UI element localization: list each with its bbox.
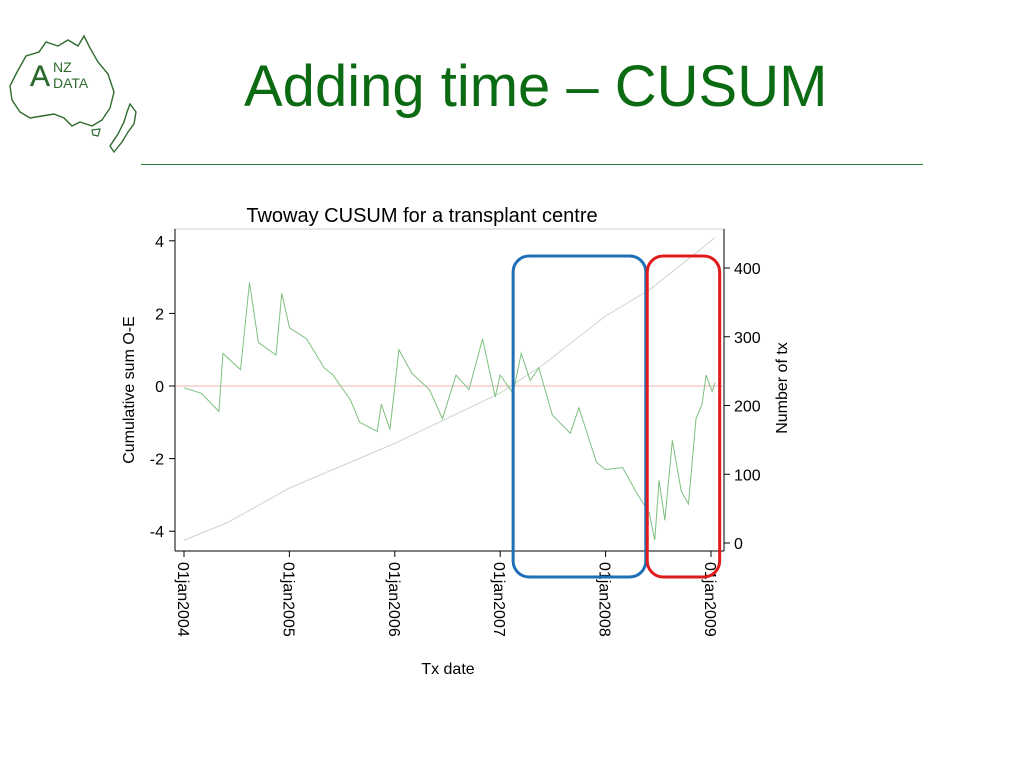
tasmania-outline	[91, 128, 101, 137]
slide-title: Adding time – CUSUM	[244, 54, 828, 119]
anzdata-logo: A NZ DATA	[9, 34, 137, 154]
plot-area	[174, 228, 725, 552]
y-tick-label: 0	[155, 379, 164, 396]
y2-tick-label: 100	[734, 467, 761, 484]
chart-title: Twoway CUSUM for a transplant centre	[246, 205, 597, 227]
y-tick-label: -4	[150, 524, 164, 541]
y-tick-label: 2	[155, 306, 164, 323]
y-tick-label: 4	[155, 234, 164, 251]
logo-text-data: DATA	[53, 75, 89, 91]
x-tick-label: 01jan2004	[174, 562, 191, 637]
x-tick-label: 01jan2009	[701, 562, 718, 637]
series-line-cusum	[183, 282, 716, 541]
y2-tick-label: 400	[734, 261, 761, 278]
y-axis-label: Cumulative sum O-E	[121, 316, 138, 464]
title-divider	[141, 164, 923, 165]
highlight-box-red	[645, 254, 722, 579]
australia-map-outline	[9, 34, 115, 127]
new-zealand-outline	[109, 102, 137, 154]
y-tick-label: -2	[150, 452, 164, 469]
logo-letter-a: A	[30, 60, 50, 93]
y2-tick-label: 200	[734, 399, 761, 416]
logo-text-nz: NZ	[53, 59, 72, 75]
series-line-number-of-tx	[183, 237, 716, 541]
x-tick-label: 01jan2006	[385, 562, 402, 637]
x-tick-label: 01jan2007	[490, 562, 507, 637]
y2-axis-label: Number of tx	[774, 342, 791, 434]
x-axis-label: Tx date	[421, 661, 474, 678]
y2-tick-label: 0	[734, 536, 743, 553]
x-tick-label: 01jan2008	[596, 562, 613, 637]
y2-tick-label: 300	[734, 330, 761, 347]
x-tick-label: 01jan2005	[279, 562, 296, 637]
